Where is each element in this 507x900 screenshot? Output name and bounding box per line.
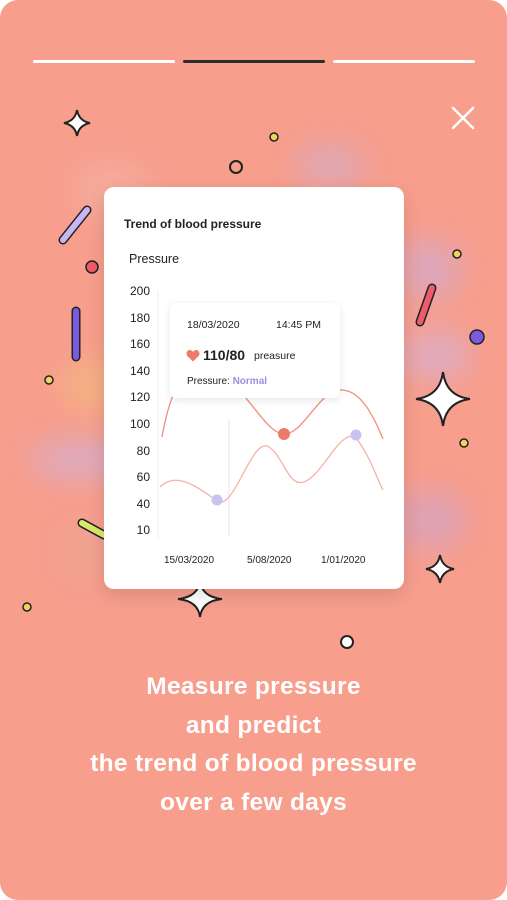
blurred-shape [400,330,470,380]
circle-shape [22,602,32,612]
circle-shape [44,375,54,385]
blurred-shape [395,490,465,550]
circle-shape [469,329,485,345]
status-label: Pressure: [187,376,233,387]
x-tick-label: 1/01/2020 [321,555,366,566]
headline-line-2: and predict [185,711,322,739]
circle-shape [229,160,243,174]
tooltip-date: 18/03/2020 [187,319,240,331]
data-point [278,428,290,440]
pill-shape [77,518,109,540]
blurred-shape [295,145,365,185]
y-tick-label: 60 [136,470,150,485]
heart-icon [186,350,200,362]
tooltip-time: 14:45 PM [276,319,321,331]
status-value: Normal [232,376,268,387]
x-tick-label: 5/08/2020 [247,555,292,566]
y-tick-label: 10 [136,523,150,538]
y-tick-label: 160 [129,337,150,352]
y-tick-label: 100 [129,417,150,431]
y-tick-label: 120 [129,390,150,405]
chart-tooltip: 18/03/2020 14:45 PM 110/80 preasure Pres… [170,303,340,398]
headline-line-4: over a few days [160,788,347,816]
tooltip-status: Pressure: Normal [187,376,267,387]
pill-shape [71,306,81,362]
x-tick-label: 15/03/2020 [164,555,215,566]
sparkle-icon [63,109,91,137]
y-axis-title: Pressure [129,252,180,266]
headline-line-3: the trend of blood pressure [90,750,417,777]
y-tick-label: 140 [129,363,150,378]
headline-line-1: Measure pressure [146,673,361,700]
close-icon[interactable] [449,104,477,132]
y-tick-label: 40 [136,496,150,511]
progress-segment-3 [333,60,475,63]
progress-segment-2 [183,60,325,63]
sparkle-icon [177,580,223,618]
story-progress [33,60,475,64]
onboarding-headline: Measure pressure and predict the trend o… [0,668,507,822]
card-title: Trend of blood pressure [124,217,262,231]
tooltip-unit: preasure [254,350,296,362]
progress-segment-1 [33,60,175,63]
data-point [211,494,223,506]
chart-card: Trend of blood pressure Pressure 200 180 1… [104,187,404,589]
circle-shape [459,438,469,448]
circle-shape [452,249,462,259]
y-tick-label: 80 [136,443,150,458]
circle-shape [85,260,99,274]
pill-shape [58,205,92,245]
series-line-lower [159,435,384,503]
tooltip-value: 110/80 [203,347,246,363]
sparkle-icon [425,554,455,584]
y-tick-label: 180 [129,310,150,325]
data-point [350,429,362,441]
pill-shape [415,283,437,327]
circle-shape [269,132,279,142]
sparkle-icon [415,371,471,427]
y-tick-label: 200 [129,284,150,298]
circle-shape [340,635,354,649]
